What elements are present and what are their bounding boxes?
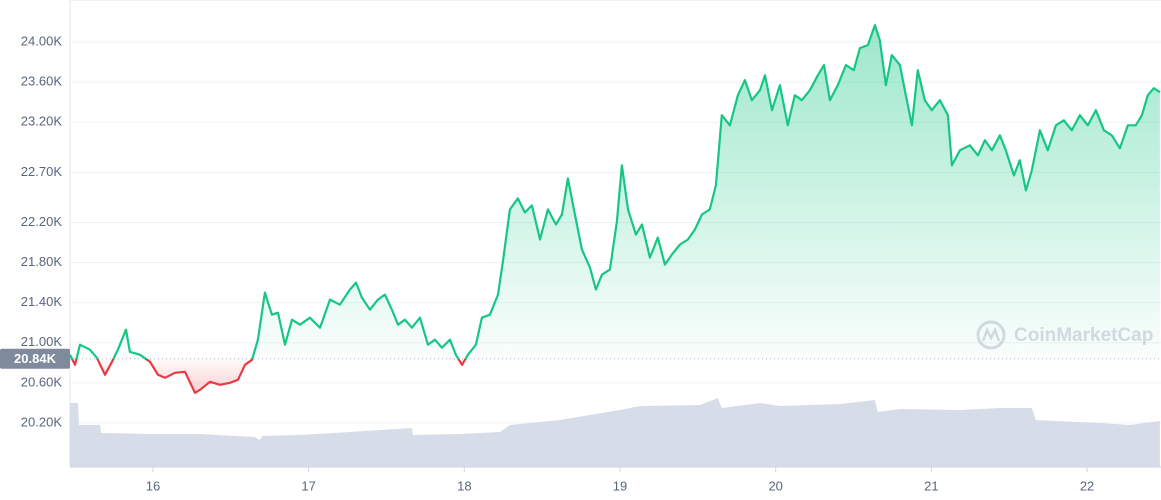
volume-area [70,398,1160,467]
x-tick-label: 17 [301,478,315,493]
y-tick-label: 22.20K [21,214,63,229]
y-tick-label: 21.40K [21,294,63,309]
y-tick-label: 22.70K [21,164,63,179]
price-area [70,25,1160,393]
baseline-tag [0,348,70,369]
y-tick-label: 21.00K [21,334,63,349]
x-tick-label: 21 [924,478,938,493]
price-line [69,24,1161,394]
x-tick-label: 19 [613,478,627,493]
x-tick-label: 20 [768,478,782,493]
y-tick-label: 23.60K [21,74,63,89]
watermark-text: CoinMarketCap [1014,325,1153,346]
baseline-label: 20.84K [14,351,57,366]
x-tick-label: 22 [1080,478,1094,493]
y-tick-label: 21.80K [21,254,63,269]
watermark: CoinMarketCap [976,320,1153,350]
y-tick-label: 24.00K [21,34,63,49]
y-tick-label: 20.60K [21,374,63,389]
x-tick-label: 16 [146,478,160,493]
x-tick-label: 18 [457,478,471,493]
y-tick-label: 23.20K [21,114,63,129]
y-tick-label: 20.20K [21,414,63,429]
